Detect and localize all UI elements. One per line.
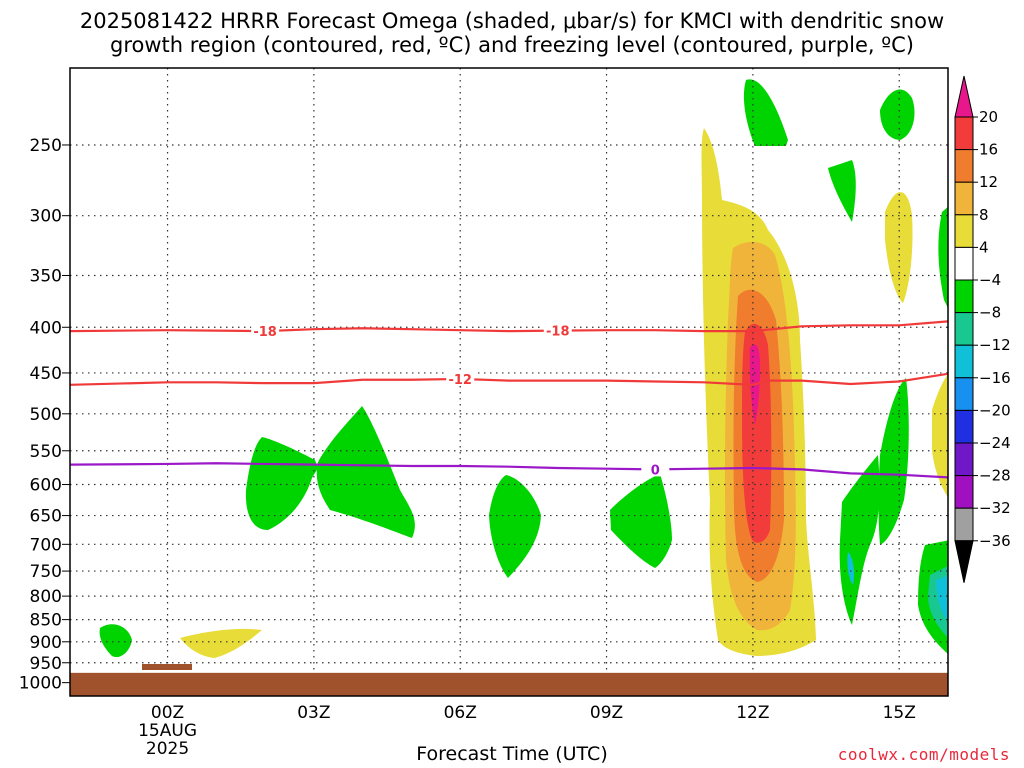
contour-label-bg xyxy=(446,370,475,386)
x-tick-label: 03Z xyxy=(297,703,330,723)
colorbar-label: 16 xyxy=(979,141,998,159)
colorbar-segment xyxy=(954,377,974,411)
y-tick-label: 950 xyxy=(30,654,62,674)
x-tick-label: 09Z xyxy=(590,703,623,723)
colorbar-label: −32 xyxy=(979,499,1011,517)
omega-blob-green xyxy=(610,474,672,568)
y-tick-label: 700 xyxy=(30,535,62,555)
colorbar-label: −20 xyxy=(979,401,1011,419)
colorbar-segment xyxy=(954,279,974,314)
colorbar-label: −24 xyxy=(979,434,1011,452)
omega-blob-green xyxy=(245,437,318,530)
colorbar-label: −36 xyxy=(979,532,1011,550)
colorbar-label: 20 xyxy=(979,108,998,126)
x-tick-date-label: 2025 xyxy=(146,739,189,759)
colorbar-segment xyxy=(954,409,974,444)
omega-blob-green xyxy=(489,475,541,578)
y-tick-label: 900 xyxy=(30,633,62,653)
x-tick-label: 00Z xyxy=(151,703,184,723)
omega-blob-yellow xyxy=(932,374,948,498)
colorbar-segment xyxy=(954,116,974,151)
contour-label-bg xyxy=(251,323,280,339)
omega-blob-green xyxy=(878,378,909,545)
x-tick-label: 06Z xyxy=(444,703,477,723)
omega-blob-red xyxy=(742,323,772,543)
y-tick-label: 650 xyxy=(30,507,62,527)
y-tick-label: 450 xyxy=(30,364,62,384)
colorbar-segment xyxy=(954,312,974,346)
colorbar-segment xyxy=(954,442,974,477)
ground-bump xyxy=(142,664,192,670)
y-tick-label: 750 xyxy=(30,562,62,582)
y-tick-label: 250 xyxy=(30,136,62,156)
colorbar-segment xyxy=(954,344,974,379)
y-tick-label: 600 xyxy=(30,476,62,496)
colorbar-segment xyxy=(954,214,974,248)
contour-label-bg xyxy=(543,322,572,338)
colorbar-label: −8 xyxy=(979,304,1001,322)
colorbar-top-triangle xyxy=(954,75,974,118)
contour-line xyxy=(70,320,948,333)
x-tick-date-label: 15AUG xyxy=(138,721,197,741)
y-tick-label: 800 xyxy=(30,587,62,607)
y-tick-label: 550 xyxy=(30,442,62,462)
colorbar-label: 12 xyxy=(979,173,998,191)
colorbar-bottom-triangle xyxy=(954,540,974,583)
omega-blob-cyan xyxy=(936,575,948,623)
y-tick-label: 400 xyxy=(30,318,62,338)
omega-blob-yellow xyxy=(885,192,913,303)
x-tick-label: 15Z xyxy=(883,703,916,723)
colorbar-segment xyxy=(954,149,974,183)
omega-blob-green xyxy=(743,79,788,146)
omega-blob-yellow xyxy=(180,628,262,658)
colorbar-segment xyxy=(954,246,974,281)
y-tick-label: 1000 xyxy=(19,674,62,694)
colorbar-label: 4 xyxy=(979,238,989,256)
colorbar-label: −28 xyxy=(979,467,1011,485)
contour-labels: -18 -18 -12 0 xyxy=(251,322,670,478)
colorbar-segment xyxy=(954,181,974,216)
y-tick-label: 300 xyxy=(30,207,62,227)
omega-blob-green xyxy=(880,89,915,140)
y-axis-labels: 2503003504004505005506006507007508008509… xyxy=(19,136,70,694)
contour-label: 0 xyxy=(651,463,660,478)
contour-line xyxy=(70,372,948,386)
y-tick-label: 500 xyxy=(30,405,62,425)
contour-lines xyxy=(70,320,948,479)
chart-grid xyxy=(70,68,948,673)
chart-title-line-2: growth region (contoured, red, ºC) and f… xyxy=(110,33,914,57)
credit-text: coolwx.com/models xyxy=(837,745,1010,764)
plot-frame xyxy=(69,67,949,697)
colorbar-segment xyxy=(954,475,974,509)
contour-line xyxy=(70,462,948,479)
omega-blob-cyan xyxy=(847,552,855,585)
colorbar-label: 8 xyxy=(979,206,989,224)
omega-blob-green xyxy=(99,624,132,658)
omega-blob-green xyxy=(938,206,948,308)
y-tick-label: 850 xyxy=(30,611,62,631)
colorbar: 20 16 12 8 4 −4 −8 −12 −16 −20 −24 −28 −32 −36 xyxy=(954,75,1011,583)
contour-label: -12 xyxy=(448,373,472,388)
colorbar-label: −4 xyxy=(979,271,1001,289)
chart-title-line-1: 2025081422 HRRR Forecast Omega (shaded, … xyxy=(79,9,945,33)
contour-label-bg xyxy=(641,461,670,477)
omega-blob-green xyxy=(839,455,880,625)
y-tick-label: 350 xyxy=(30,266,62,286)
contour-label: -18 xyxy=(546,325,570,340)
contour-label: -18 xyxy=(253,325,277,340)
x-tick-label: 12Z xyxy=(736,703,769,723)
omega-blob-green xyxy=(828,160,856,222)
ground-fill xyxy=(70,672,948,696)
x-axis-label: Forecast Time (UTC) xyxy=(416,743,608,765)
colorbar-label: −16 xyxy=(979,369,1011,387)
omega-shading xyxy=(99,79,948,658)
colorbar-label: −12 xyxy=(979,336,1011,354)
colorbar-segment xyxy=(954,507,974,542)
omega-blob-green xyxy=(316,406,415,538)
